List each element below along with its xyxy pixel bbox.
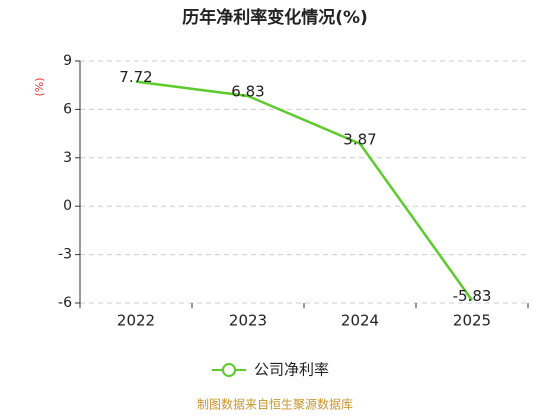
legend-marker	[222, 363, 236, 377]
y-tick-label: 0	[63, 198, 72, 214]
data-line	[135, 80, 474, 301]
y-tick-label: 6	[63, 101, 72, 117]
data-label: -5.83	[453, 287, 492, 305]
x-tick-label: 2022	[117, 312, 155, 330]
y-axis-label: (%)	[33, 77, 46, 96]
source-note: 制图数据来自恒生聚源数据库	[197, 397, 353, 412]
x-tick-label: 2024	[341, 312, 379, 330]
y-tick-label: -6	[58, 295, 72, 311]
data-label: 6.83	[231, 83, 264, 101]
legend-label: 公司净利率	[254, 361, 329, 379]
x-tick-label: 2023	[229, 312, 267, 330]
y-tick-label: 3	[63, 150, 72, 166]
y-tick-label: 9	[63, 53, 72, 69]
data-label: 3.87	[343, 130, 376, 148]
data-label: 7.72	[119, 68, 152, 86]
y-tick-label: -3	[58, 247, 72, 263]
x-tick-label: 2025	[453, 312, 491, 330]
chart-title: 历年净利率变化情况(%)	[182, 7, 368, 28]
